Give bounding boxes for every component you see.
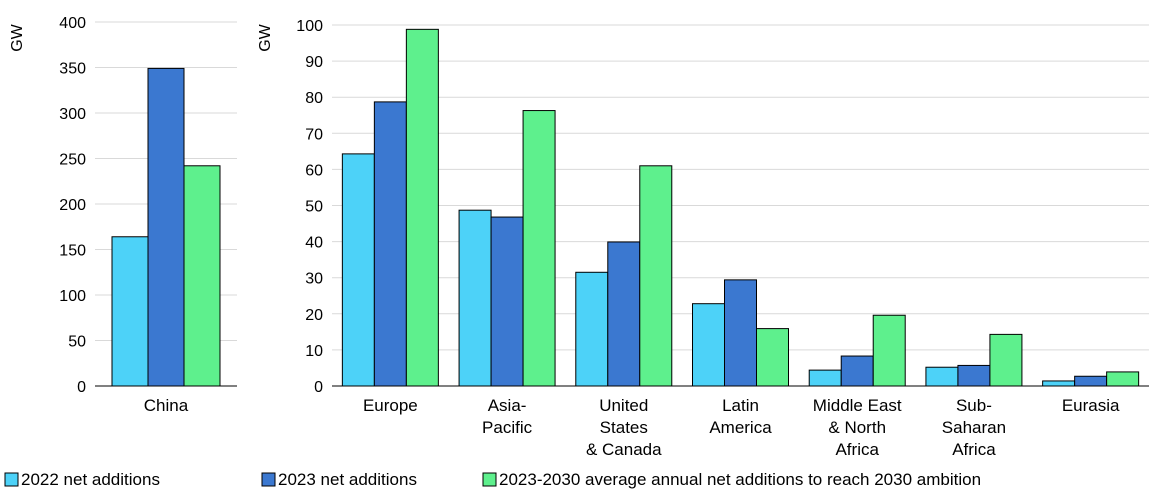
legend-swatch [261,472,276,487]
y-tick-label: 0 [314,379,323,396]
y-tick-label: 300 [59,106,86,123]
y-tick-label: 50 [305,199,323,216]
x-tick-label: & Canada [586,440,662,459]
bar [724,279,757,387]
bar [111,236,149,387]
y-tick-label: 40 [305,235,323,252]
x-tick-label: Sub- [956,396,992,415]
bar [840,355,874,387]
bar [808,369,842,387]
x-tick-label: Africa [952,440,996,459]
legend-label: 2022 net additions [21,470,160,489]
chart-panel-1: 0 50 100 150 200 250 300 350 400 GW China [9,15,237,415]
x-tick-label: Pacific [482,418,533,437]
bar [872,314,906,387]
y-tick-label: 70 [305,126,323,143]
x-tick-label: United [599,396,648,415]
bar [607,241,641,387]
y-tick-label: 60 [305,162,323,179]
x-tick-label: China [144,396,189,415]
y-tick-label: 350 [59,61,86,78]
bar [490,216,524,387]
legend: 2022 net additions 2023 net additions 2023… [4,470,981,489]
legend-swatch [482,472,497,487]
bar [1042,380,1076,387]
bar [341,153,375,387]
bar [1106,371,1140,387]
y-tick-label: 400 [59,15,86,32]
y-tick-label: 50 [68,334,86,351]
bar [183,165,221,387]
chart-panel-2: 0 10 20 30 40 50 60 70 80 90 100 GW Europe Asia- Pacif… [257,18,1149,459]
y-tick-label: 30 [305,271,323,288]
bar [522,110,556,387]
x-tick-label: & North [828,418,886,437]
legend-swatch [4,472,19,487]
bar [575,271,609,387]
y-tick-label: 0 [77,379,86,396]
y-tick-label: 200 [59,197,86,214]
bar [957,364,991,387]
bar [373,101,407,387]
bar [692,303,725,387]
x-tick-label: Europe [363,396,418,415]
legend-label: 2023 net additions [278,470,417,489]
x-tick-label: Asia- [488,396,527,415]
bar [989,333,1023,387]
y-tick-label: 10 [305,343,323,360]
x-tick-label: States [600,418,648,437]
bar [639,165,673,387]
bar [405,28,439,387]
y-tick-label: 150 [59,243,86,260]
x-tick-label: Eurasia [1062,396,1120,415]
bar [458,209,492,387]
x-tick-label: Middle East [813,396,902,415]
bar [1074,375,1108,387]
bar [147,67,185,387]
x-tick-label: America [709,418,772,437]
x-tick-label: Latin [722,396,759,415]
legend-label: 2023-2030 average annual net additions t… [499,470,981,489]
y-axis-label: GW [9,23,26,51]
y-tick-label: 80 [305,90,323,107]
y-tick-label: 100 [296,18,323,35]
y-axis-label: GW [257,23,274,51]
x-tick-label: Africa [835,440,879,459]
y-tick-label: 100 [59,288,86,305]
bar [925,366,959,387]
y-tick-label: 90 [305,54,323,71]
bar [756,328,789,387]
y-tick-label: 20 [305,307,323,324]
y-tick-label: 250 [59,152,86,169]
x-tick-label: Saharan [942,418,1006,437]
